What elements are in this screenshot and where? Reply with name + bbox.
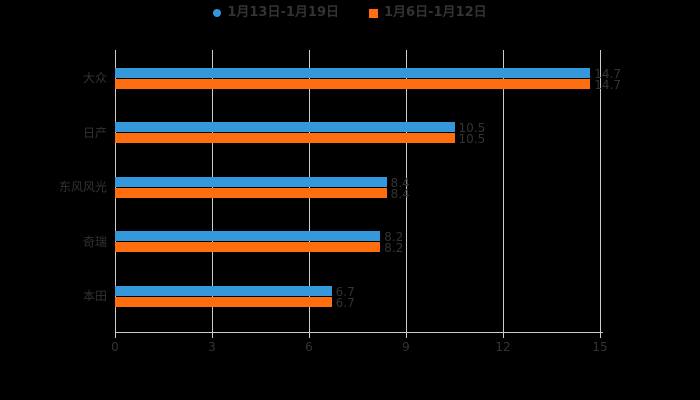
y-axis-category-label: 大众 — [82, 71, 107, 85]
bar-value-label: 6.7 — [335, 284, 355, 299]
x-axis-tick — [212, 333, 213, 338]
x-axis-tick-label: 0 — [111, 340, 119, 354]
x-axis-tick-label: 12 — [495, 340, 511, 354]
legend-item-week2[interactable]: 1月13日-1月19日 — [213, 5, 339, 21]
x-axis-tick-label: 9 — [402, 340, 410, 354]
legend-label: 1月6日-1月12日 — [384, 5, 487, 20]
bar-value-label: 8.2 — [384, 230, 404, 245]
y-axis-category-label: 日产 — [82, 125, 107, 140]
legend-item-week1[interactable]: 1月6日-1月12日 — [369, 5, 487, 21]
x-axis-tick — [309, 333, 310, 338]
plot-area: 0 3 6 9 12 15 14.7 14.7 10.5 10.5 8.4 8.4 8.2 8.2 6.7 6… — [111, 50, 621, 354]
bar-value-label: 8.4 — [390, 186, 410, 201]
x-axis-tick-label: 3 — [208, 340, 216, 354]
gridline — [406, 50, 407, 332]
bar-value-label: 10.5 — [458, 132, 486, 147]
bar-series-1-cat-2[interactable] — [115, 187, 387, 198]
legend-label: 1月13日-1月19日 — [227, 5, 340, 20]
bar-series-1-cat-4[interactable] — [115, 296, 332, 307]
bar-series-0-cat-1[interactable] — [115, 122, 455, 133]
bar-series-0-cat-0[interactable] — [115, 67, 591, 78]
bar-series-0-cat-2[interactable] — [115, 176, 387, 187]
x-axis-line — [115, 332, 603, 333]
bar-value-label: 14.7 — [594, 77, 622, 92]
y-axis-category-label: 东风风光 — [58, 180, 107, 195]
x-axis-tick — [600, 333, 601, 338]
bar-value-label: 14.7 — [594, 66, 622, 81]
bar-value-label: 10.5 — [458, 121, 486, 136]
y-axis-category-label: 本田 — [82, 289, 107, 304]
x-axis-tick — [406, 333, 407, 338]
bar-value-label: 8.2 — [384, 241, 404, 256]
x-axis-tick-label: 6 — [305, 340, 313, 354]
x-axis-tick-label: 15 — [592, 340, 608, 354]
bar-series-1-cat-3[interactable] — [115, 242, 381, 253]
gridline — [503, 50, 504, 332]
x-axis-tick — [115, 333, 116, 338]
bar-series-0-cat-3[interactable] — [115, 231, 381, 242]
x-axis-tick — [503, 333, 504, 338]
bar-series-1-cat-1[interactable] — [115, 133, 455, 144]
bar-value-label: 8.4 — [390, 175, 410, 190]
bar-series-1-cat-0[interactable] — [115, 78, 591, 89]
orange-square-marker — [369, 8, 379, 18]
chart-legend: 1月13日-1月19日 1月6日-1月12日 — [0, 5, 700, 21]
blue-circle-marker — [213, 9, 222, 17]
bar-value-label: 6.7 — [335, 295, 355, 310]
gridline — [600, 50, 601, 332]
y-axis-category-label: 奇瑞 — [82, 234, 107, 249]
bar-series-0-cat-4[interactable] — [115, 285, 332, 296]
